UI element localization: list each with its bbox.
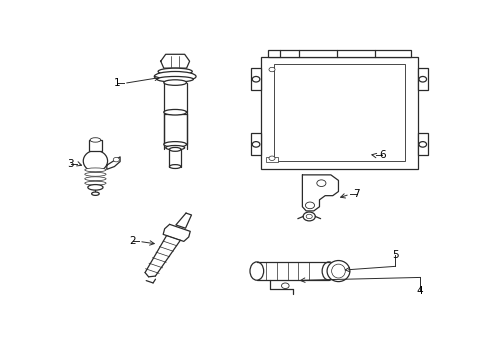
Bar [267, 157, 278, 162]
Ellipse shape [158, 68, 192, 75]
Ellipse shape [306, 214, 312, 219]
Ellipse shape [269, 156, 275, 161]
Bar [251, 68, 261, 90]
Text: 6: 6 [379, 150, 386, 161]
Text: 1: 1 [114, 78, 121, 89]
Ellipse shape [85, 168, 106, 172]
Ellipse shape [317, 180, 326, 186]
Ellipse shape [164, 141, 187, 147]
Ellipse shape [85, 172, 106, 176]
Ellipse shape [269, 67, 275, 72]
Ellipse shape [164, 109, 187, 115]
Bar [418, 133, 428, 156]
Ellipse shape [164, 80, 187, 85]
Ellipse shape [92, 192, 99, 195]
Bar [268, 50, 411, 57]
Text: 5: 5 [392, 250, 399, 260]
Ellipse shape [419, 141, 427, 147]
Ellipse shape [332, 264, 345, 278]
Ellipse shape [88, 185, 103, 190]
Ellipse shape [281, 283, 289, 288]
Ellipse shape [305, 202, 315, 209]
Ellipse shape [166, 145, 185, 150]
Text: 2: 2 [129, 237, 136, 246]
Ellipse shape [303, 212, 315, 221]
Bar [89, 140, 102, 151]
Ellipse shape [252, 141, 260, 147]
Ellipse shape [90, 138, 101, 142]
Bar [261, 57, 418, 169]
Ellipse shape [157, 76, 194, 82]
Bar [251, 133, 261, 156]
Ellipse shape [322, 262, 336, 280]
Ellipse shape [252, 76, 260, 82]
Bar [274, 64, 405, 161]
Ellipse shape [170, 148, 181, 151]
Ellipse shape [327, 261, 350, 282]
Ellipse shape [419, 76, 427, 82]
Text: 3: 3 [68, 159, 74, 169]
Bar [418, 68, 428, 90]
Ellipse shape [154, 72, 196, 81]
Ellipse shape [83, 150, 108, 172]
Ellipse shape [250, 262, 264, 280]
Text: 4: 4 [417, 286, 423, 296]
Ellipse shape [170, 165, 181, 168]
Ellipse shape [113, 157, 120, 162]
Text: 7: 7 [353, 189, 360, 199]
Ellipse shape [85, 181, 106, 185]
Ellipse shape [85, 177, 106, 181]
